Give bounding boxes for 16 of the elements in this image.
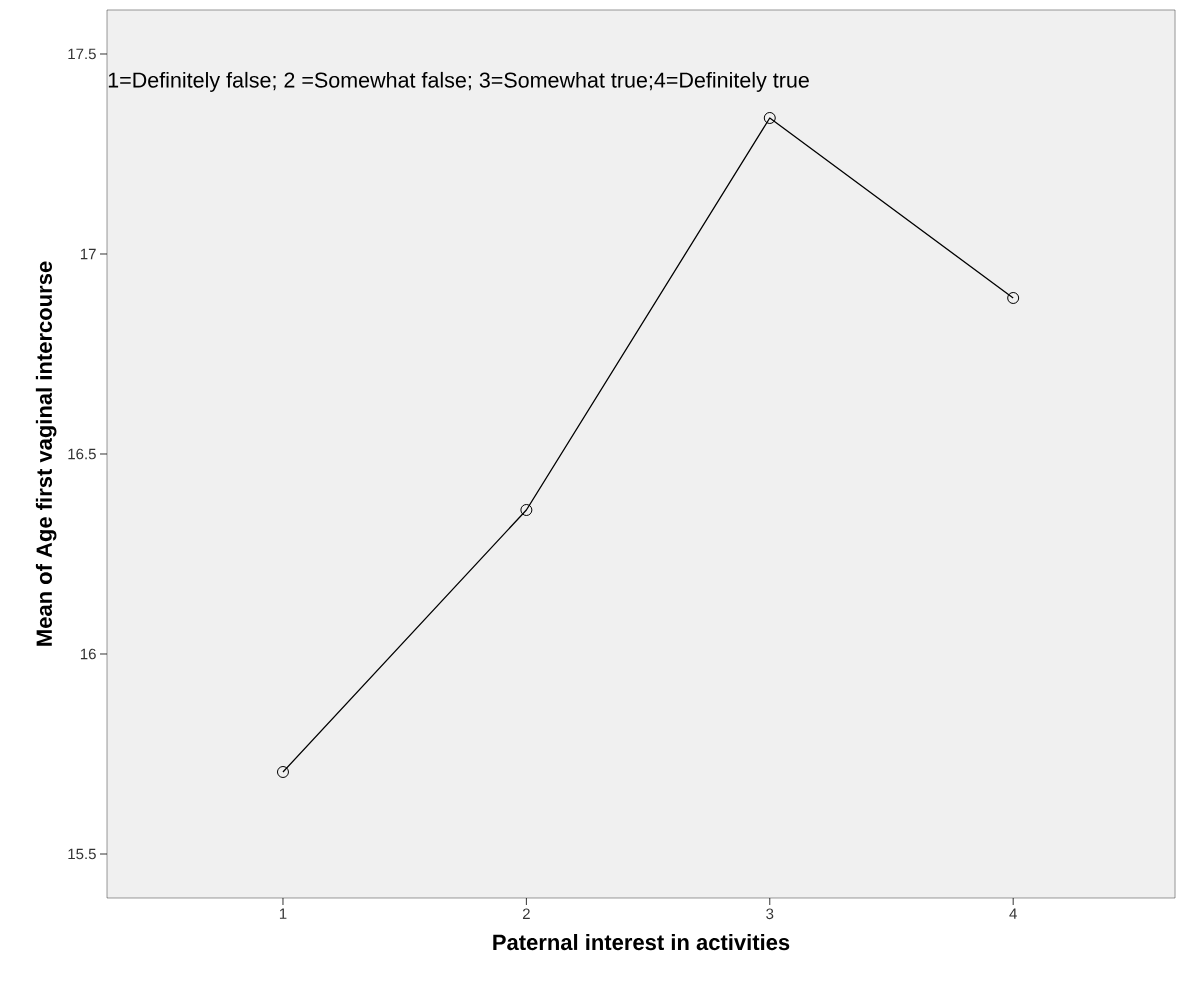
- point: [1007, 291, 1020, 304]
- x-tick-label: 1: [279, 908, 287, 919]
- y-tick-label: 16.5: [68, 448, 96, 460]
- y-tick-label: 17.5: [68, 48, 96, 60]
- annotation: 1=Definitely false; 2 =Somewhat false; 3=Somewhat true;4=Definitely true: [108, 71, 809, 92]
- x-tick-label: 2: [522, 908, 530, 919]
- y-tick-label: 15.5: [68, 848, 96, 860]
- y-tick-label: 16: [80, 648, 96, 660]
- x-tick-label: 3: [766, 908, 774, 920]
- point: [276, 766, 289, 778]
- y-tick-label: 17: [80, 248, 96, 260]
- point: [520, 503, 533, 516]
- point: [763, 111, 776, 124]
- x-axis-title: Paternal interest in activities: [493, 933, 790, 951]
- y-axis-title: Mean of Age first vaginal intercourse: [35, 261, 57, 646]
- x-tick-label: 4: [1009, 908, 1017, 919]
